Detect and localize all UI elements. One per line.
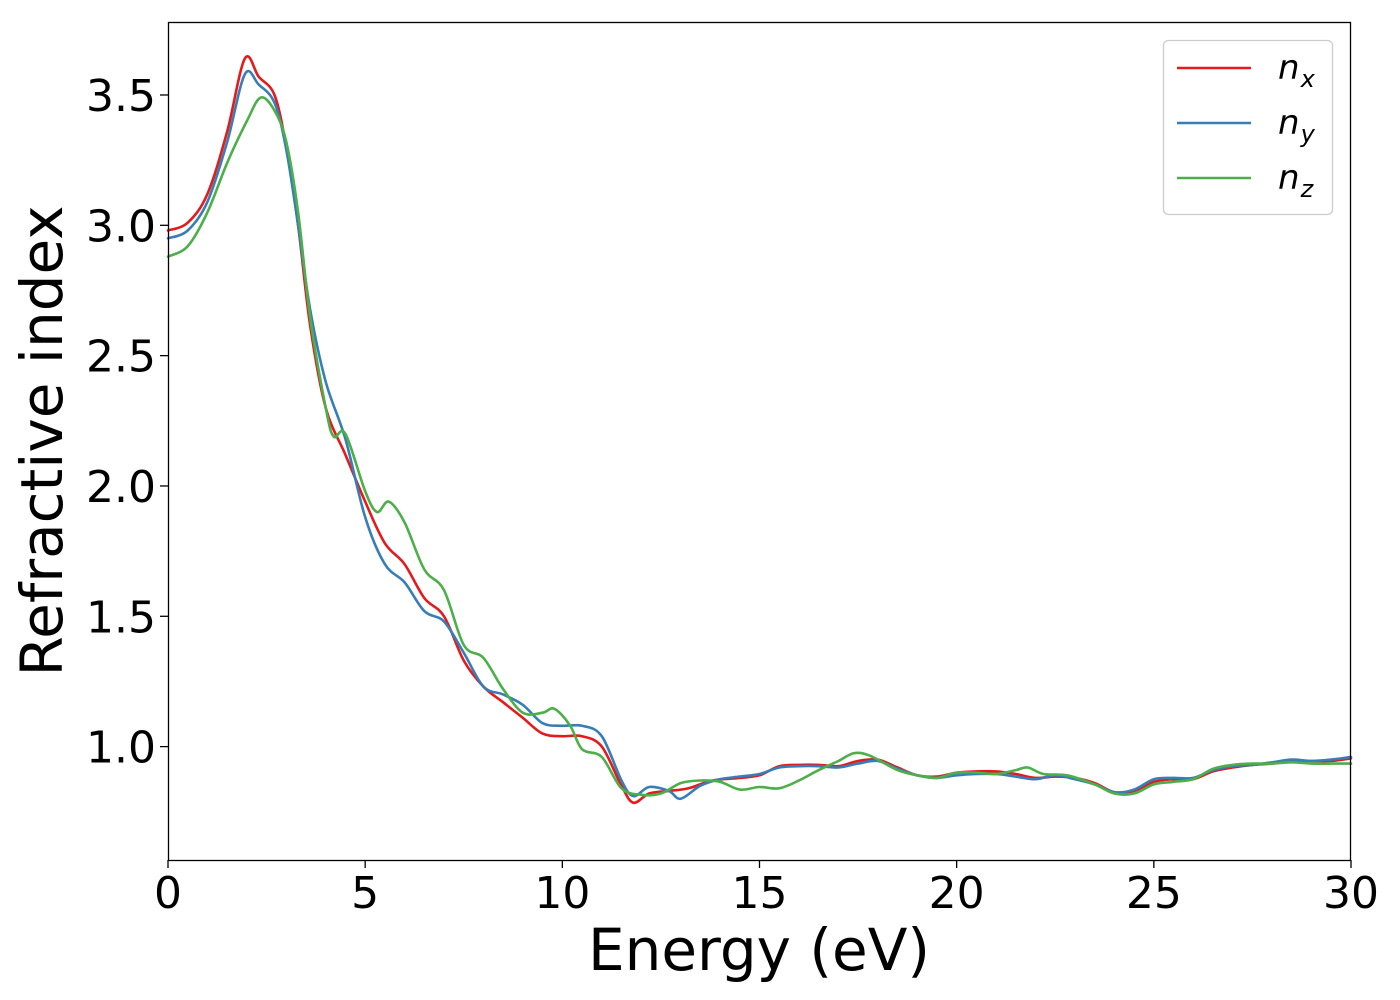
y-tick-label: 2.5 bbox=[86, 332, 156, 383]
series-layer bbox=[166, 55, 1353, 805]
x-tick-label: 25 bbox=[1126, 868, 1182, 919]
y-tick-label: 1.5 bbox=[86, 592, 156, 643]
y-tick-label: 2.0 bbox=[86, 462, 156, 513]
legend-box bbox=[1162, 39, 1334, 216]
x-axis-ticks: 0 5 10 15 20 25 30 bbox=[154, 860, 1379, 919]
series-line-n-y bbox=[166, 69, 1353, 801]
y-tick-label: 1.0 bbox=[86, 723, 156, 774]
x-tick-label: 20 bbox=[929, 868, 985, 919]
x-axis-title: Energy (eV) bbox=[588, 916, 930, 984]
x-tick-label: 10 bbox=[534, 868, 590, 919]
x-tick-label: 15 bbox=[732, 868, 788, 919]
y-tick-label: 3.5 bbox=[86, 71, 156, 122]
y-tick-label: 3.0 bbox=[86, 201, 156, 252]
series-line-n-z bbox=[166, 96, 1353, 797]
x-tick-label: 0 bbox=[154, 868, 182, 919]
y-axis-title: Refractive index bbox=[8, 205, 76, 676]
x-tick-label: 5 bbox=[351, 868, 379, 919]
x-tick-label: 30 bbox=[1323, 868, 1379, 919]
y-axis-ticks: 1.0 1.5 2.0 2.5 3.0 3.5 bbox=[86, 71, 168, 774]
